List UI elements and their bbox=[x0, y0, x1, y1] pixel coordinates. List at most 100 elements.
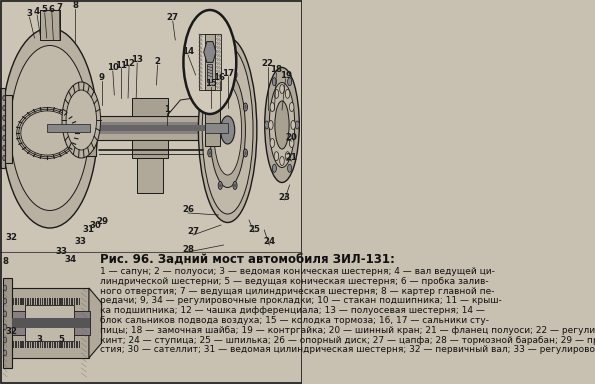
Bar bbox=[2, 95, 12, 163]
Text: 28: 28 bbox=[182, 245, 194, 255]
Bar bbox=[52, 341, 53, 348]
Bar bbox=[26, 305, 74, 341]
Bar bbox=[67, 298, 68, 305]
Bar bbox=[47, 341, 48, 348]
Circle shape bbox=[268, 121, 273, 129]
Text: 2: 2 bbox=[155, 58, 161, 66]
Bar bbox=[27, 298, 29, 305]
Bar bbox=[23, 298, 24, 305]
Bar bbox=[49, 298, 51, 305]
Bar bbox=[61, 298, 63, 305]
Bar bbox=[74, 298, 75, 305]
Bar bbox=[30, 298, 32, 305]
Circle shape bbox=[243, 149, 248, 157]
Circle shape bbox=[286, 152, 290, 161]
Circle shape bbox=[286, 89, 290, 98]
Bar bbox=[57, 298, 58, 305]
Circle shape bbox=[287, 78, 292, 86]
Text: 9: 9 bbox=[99, 73, 105, 83]
Circle shape bbox=[274, 152, 278, 161]
Bar bbox=[35, 298, 36, 305]
Bar bbox=[20, 341, 21, 348]
Circle shape bbox=[221, 116, 235, 144]
Text: 5: 5 bbox=[42, 5, 48, 15]
Bar bbox=[0, 88, 5, 168]
Circle shape bbox=[3, 146, 5, 151]
Circle shape bbox=[4, 350, 7, 356]
Circle shape bbox=[62, 82, 101, 158]
Text: 12: 12 bbox=[123, 58, 135, 68]
Circle shape bbox=[274, 89, 278, 98]
Text: 33: 33 bbox=[74, 237, 86, 247]
Circle shape bbox=[4, 324, 7, 330]
Bar bbox=[18, 341, 19, 348]
Text: 8: 8 bbox=[2, 258, 8, 266]
Bar bbox=[71, 298, 73, 305]
Text: 1: 1 bbox=[164, 106, 170, 114]
Text: 16: 16 bbox=[214, 73, 226, 83]
Circle shape bbox=[273, 78, 277, 86]
Circle shape bbox=[183, 10, 236, 114]
Bar bbox=[54, 341, 56, 348]
Circle shape bbox=[289, 139, 294, 147]
Bar bbox=[40, 10, 60, 40]
Text: Рис. 96. Задний мост автомобиля ЗИЛ-131:: Рис. 96. Задний мост автомобиля ЗИЛ-131: bbox=[100, 254, 395, 267]
Bar bbox=[49, 341, 51, 348]
Text: 11: 11 bbox=[115, 61, 127, 70]
Bar bbox=[205, 34, 215, 90]
Bar bbox=[15, 341, 17, 348]
Circle shape bbox=[209, 151, 211, 155]
Circle shape bbox=[245, 151, 246, 155]
Bar bbox=[0, 258, 99, 384]
Bar bbox=[132, 140, 168, 158]
Circle shape bbox=[270, 103, 275, 111]
Text: 10: 10 bbox=[107, 63, 119, 73]
Bar bbox=[69, 298, 70, 305]
Bar bbox=[47, 298, 48, 305]
Circle shape bbox=[3, 136, 5, 141]
Text: 27: 27 bbox=[167, 13, 179, 23]
Text: 5: 5 bbox=[58, 336, 64, 344]
Text: 19: 19 bbox=[280, 71, 292, 81]
Bar bbox=[99, 252, 302, 384]
Bar bbox=[2, 278, 12, 368]
Bar bbox=[12, 318, 90, 328]
Text: 26: 26 bbox=[182, 205, 194, 215]
Bar bbox=[61, 341, 63, 348]
Circle shape bbox=[245, 105, 246, 109]
Text: 22: 22 bbox=[262, 60, 274, 68]
Text: 20: 20 bbox=[286, 134, 298, 142]
Ellipse shape bbox=[202, 46, 253, 214]
Bar bbox=[57, 341, 58, 348]
Circle shape bbox=[270, 139, 275, 147]
Text: 17: 17 bbox=[221, 68, 234, 78]
Circle shape bbox=[291, 121, 296, 129]
Text: 13: 13 bbox=[131, 56, 143, 65]
Bar bbox=[12, 311, 90, 335]
Bar bbox=[132, 98, 168, 116]
Bar bbox=[25, 298, 26, 305]
Circle shape bbox=[280, 84, 284, 93]
Bar bbox=[47, 124, 90, 132]
Bar bbox=[59, 341, 61, 348]
Bar bbox=[25, 341, 26, 348]
Circle shape bbox=[233, 71, 237, 79]
Bar bbox=[15, 298, 17, 305]
Bar bbox=[76, 341, 77, 348]
Bar bbox=[12, 341, 14, 348]
Text: 29: 29 bbox=[96, 217, 109, 227]
Bar bbox=[205, 123, 228, 133]
Bar bbox=[79, 298, 80, 305]
Bar bbox=[35, 341, 36, 348]
Bar bbox=[71, 341, 73, 348]
Circle shape bbox=[4, 311, 7, 317]
Bar bbox=[96, 122, 205, 134]
Circle shape bbox=[209, 105, 211, 109]
Text: пицы; 18 — замочная шайба; 19 — контргайка; 20 — шинный кран; 21 — фланец полуос: пицы; 18 — замочная шайба; 19 — контргай… bbox=[100, 326, 595, 335]
Ellipse shape bbox=[275, 101, 289, 149]
Text: 6: 6 bbox=[49, 5, 55, 13]
Circle shape bbox=[243, 103, 248, 111]
Bar bbox=[2, 288, 89, 358]
Ellipse shape bbox=[11, 45, 89, 210]
Text: 25: 25 bbox=[248, 225, 260, 235]
